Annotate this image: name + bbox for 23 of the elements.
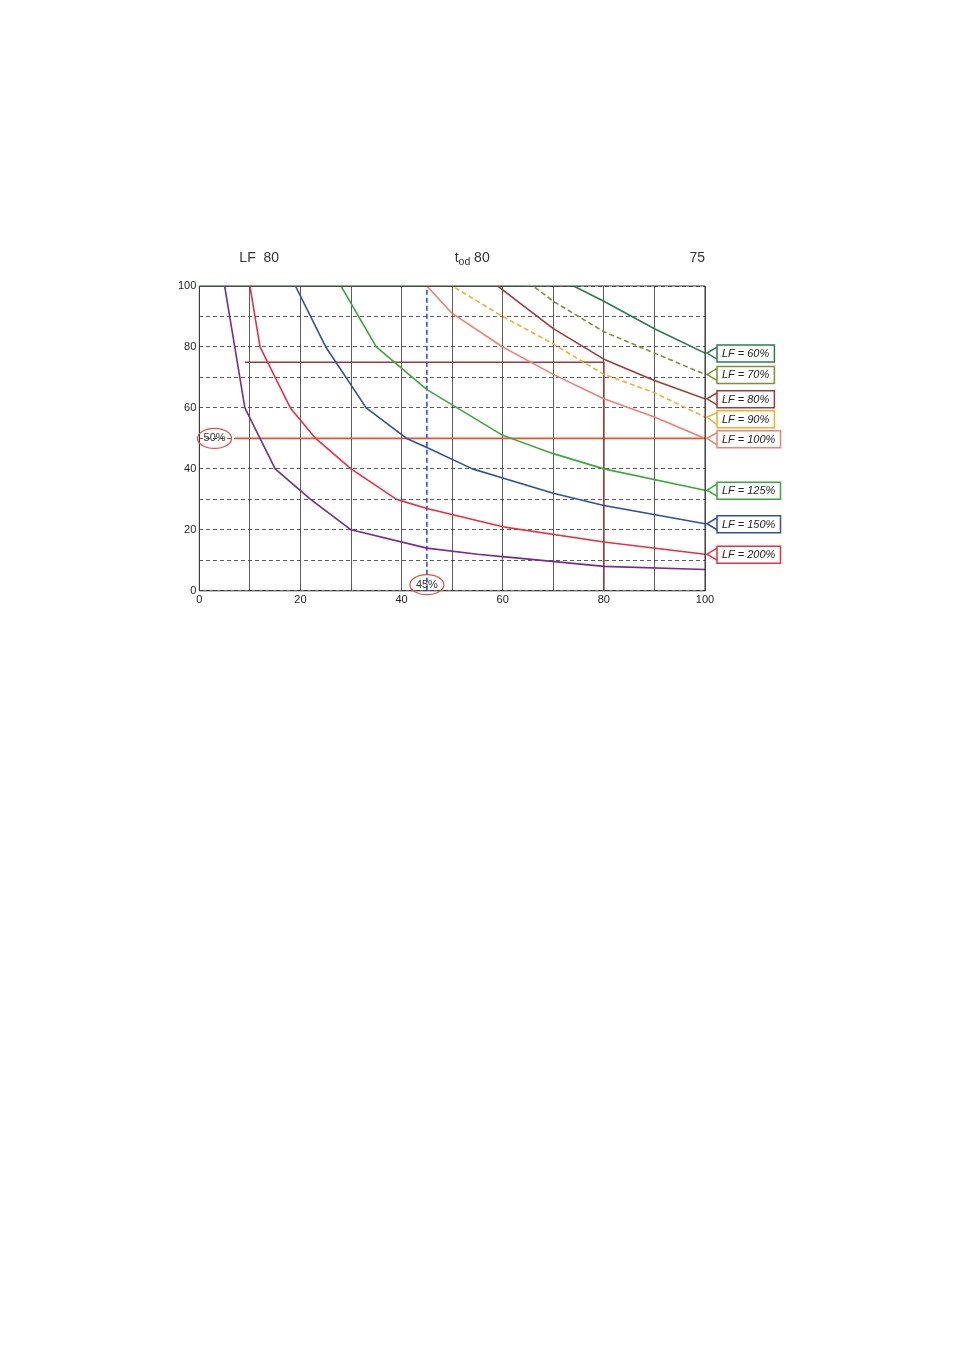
y-tick-label: 100 [177, 279, 197, 292]
text: 75 [689, 248, 706, 265]
legend-label: LF = 90% [722, 412, 770, 425]
x-tick-label: 20 [294, 593, 307, 606]
legend-label: LF = 80% [722, 392, 770, 405]
x-tick-label: 60 [496, 593, 509, 606]
annotation: 45% [415, 577, 439, 590]
y-tick-label: 0 [190, 583, 197, 596]
text: LF 80 [239, 248, 280, 265]
x-tick-label: 40 [395, 593, 408, 606]
legend-label: LF = 150% [722, 517, 776, 530]
y-tick-label: 20 [184, 522, 197, 535]
annotation: 50% [203, 431, 226, 444]
y-tick-label: 40 [184, 461, 197, 474]
legend-label: LF = 200% [722, 548, 776, 561]
legend-label: LF = 100% [722, 432, 776, 445]
y-tick-label: 60 [184, 400, 197, 413]
legend-label: LF = 125% [722, 484, 776, 497]
x-tick-label: 100 [695, 593, 715, 606]
legend-label: LF = 60% [722, 347, 770, 360]
legend-label: LF = 70% [722, 368, 770, 381]
y-tick-label: 80 [184, 339, 197, 352]
x-tick-label: 80 [597, 593, 610, 606]
